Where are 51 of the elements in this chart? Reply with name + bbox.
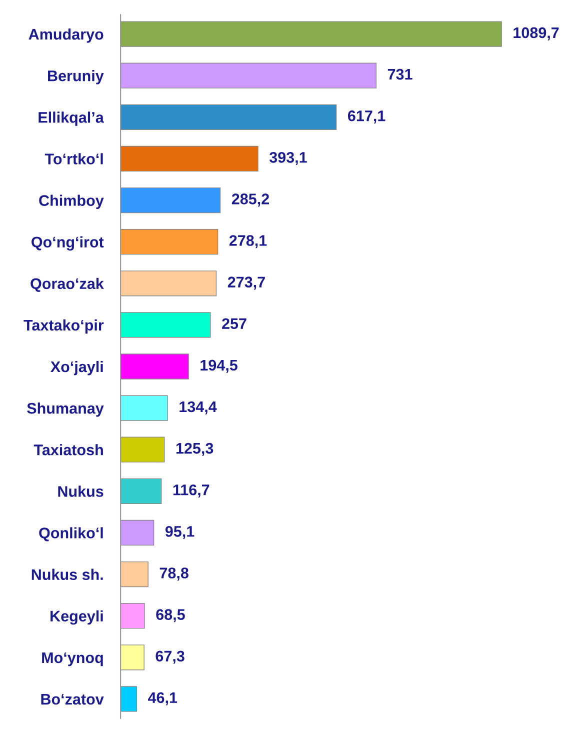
data-label: 273,7 [228, 276, 265, 290]
y-tick-label: Xo‘jayli [50, 360, 103, 376]
data-label: 194,5 [200, 360, 238, 373]
y-tick-label: Bo‘zatov [41, 694, 104, 705]
data-label: 78,8 [160, 568, 188, 581]
y-tick-label: Qonliko‘l [39, 527, 103, 542]
data-label: 285,2 [232, 194, 269, 207]
y-tick-label: Chimboy [39, 194, 104, 209]
data-label: 617,1 [348, 110, 386, 124]
bar [120, 395, 168, 421]
data-label: 67,3 [156, 650, 184, 664]
y-tick-label: Nukus sh. [32, 568, 103, 580]
bar [120, 104, 337, 130]
bar [120, 21, 502, 47]
y-tick-label: Qo‘ng‘irot [32, 236, 104, 251]
bar [120, 520, 154, 546]
data-label: 46,1 [148, 692, 178, 706]
bar [120, 478, 162, 504]
bar [120, 354, 189, 380]
data-label: 731 [388, 68, 412, 80]
bar [120, 62, 376, 88]
bar [120, 229, 218, 255]
bar [120, 436, 165, 462]
y-tick-label: Qorao‘zak [30, 278, 104, 292]
y-tick-label: Beruniy [48, 70, 104, 84]
y-tick-label: Nukus [58, 486, 104, 497]
bar [120, 187, 221, 214]
bar [120, 312, 211, 338]
y-tick-label: Mo‘ynoq [42, 652, 103, 666]
data-label: 1089,7 [514, 27, 559, 40]
data-label: 125,3 [176, 442, 214, 456]
y-tick-label: Kegeyli [50, 610, 103, 625]
data-label: 116,7 [173, 484, 210, 498]
bar [120, 603, 145, 629]
data-label: 257 [222, 318, 246, 330]
data-label: 278,1 [229, 235, 267, 248]
y-tick-label: Taxiatosh [34, 444, 103, 456]
data-label: 68,5 [156, 609, 185, 622]
y-tick-label: Ellikqal’a [38, 112, 104, 126]
data-label: 134,4 [180, 401, 217, 414]
bar [120, 644, 144, 670]
y-tick-label: Taxtako‘pir [24, 319, 104, 334]
bar [120, 146, 258, 172]
bar [120, 270, 217, 296]
bar [120, 686, 138, 712]
data-label: 393,1 [269, 152, 307, 166]
bar [120, 561, 148, 588]
y-tick-label: To‘rtko‘l [44, 153, 103, 164]
y-tick-label: Amudaryo [28, 28, 104, 43]
y-tick-label: Shumanay [27, 402, 104, 417]
data-label: 95,1 [165, 526, 194, 540]
